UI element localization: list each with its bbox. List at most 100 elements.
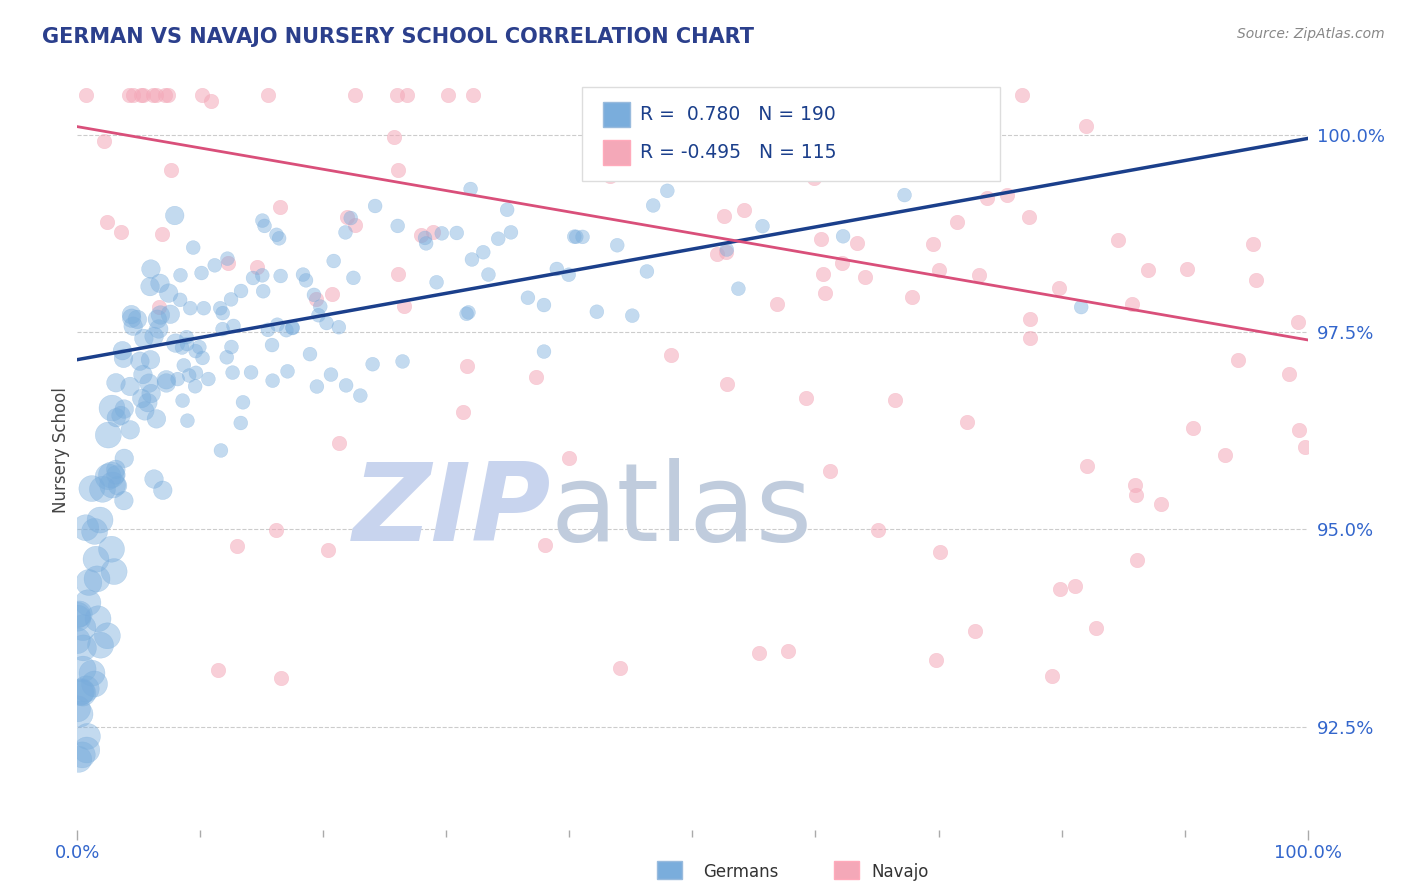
Point — [534, 538, 557, 552]
Point — [832, 229, 855, 244]
Point — [145, 88, 167, 103]
Point — [342, 270, 364, 285]
Point — [80, 482, 103, 496]
Point — [1070, 300, 1092, 314]
Point — [460, 182, 482, 196]
Point — [884, 392, 907, 407]
Point — [143, 329, 166, 343]
Point — [305, 379, 328, 393]
Point — [209, 301, 232, 316]
Point — [946, 215, 969, 229]
Point — [270, 268, 292, 283]
Point — [149, 277, 172, 291]
Point — [66, 702, 89, 716]
Point — [184, 366, 207, 380]
Point — [382, 130, 405, 145]
Point — [516, 291, 538, 305]
Point — [66, 611, 89, 625]
Point — [93, 134, 115, 148]
Point — [585, 304, 607, 318]
Point — [295, 273, 318, 287]
Point — [131, 88, 153, 103]
Point — [599, 169, 621, 184]
Point — [80, 666, 103, 681]
Point — [415, 236, 437, 251]
Point — [969, 268, 991, 282]
Point — [242, 271, 264, 285]
Point — [533, 344, 555, 359]
Point — [246, 260, 269, 274]
Point — [172, 393, 194, 408]
Point — [845, 235, 868, 250]
Point — [148, 322, 170, 336]
Point — [222, 318, 245, 333]
Text: Germans: Germans — [703, 863, 779, 881]
Point — [749, 156, 772, 170]
Point — [266, 318, 288, 332]
Point — [328, 320, 350, 334]
Point — [179, 301, 201, 315]
Point — [1241, 236, 1264, 251]
Point — [169, 268, 191, 283]
Point — [309, 300, 332, 314]
Point — [706, 246, 728, 260]
Point — [472, 245, 495, 260]
Point — [270, 671, 292, 685]
Point — [131, 392, 153, 406]
Point — [1213, 448, 1236, 462]
Point — [766, 297, 789, 311]
Point — [277, 364, 299, 378]
Point — [711, 123, 734, 137]
Point — [571, 230, 593, 244]
Point — [232, 395, 254, 409]
Point — [87, 612, 110, 626]
Point — [1125, 487, 1147, 501]
Point — [1049, 582, 1071, 597]
Point — [456, 359, 478, 373]
Point — [716, 376, 738, 391]
Point — [143, 472, 166, 486]
Point — [1018, 211, 1040, 225]
Point — [66, 608, 89, 623]
Point — [76, 743, 98, 757]
Point — [612, 128, 634, 143]
Point — [319, 368, 342, 382]
Point — [101, 478, 124, 492]
Point — [811, 268, 834, 282]
Point — [1244, 273, 1267, 287]
Point — [96, 629, 118, 643]
Point — [67, 607, 90, 621]
Point — [307, 308, 329, 322]
Point — [169, 293, 191, 307]
Point — [557, 450, 579, 465]
Point — [461, 252, 484, 267]
Point — [1294, 440, 1316, 454]
Point — [778, 644, 800, 658]
Point — [156, 88, 179, 103]
Point — [104, 467, 127, 482]
Point — [155, 88, 177, 103]
Point — [1288, 423, 1310, 437]
Point — [97, 470, 120, 484]
Point — [90, 638, 112, 652]
Point — [361, 357, 384, 371]
Point — [122, 319, 145, 334]
Point — [426, 275, 449, 289]
Point — [157, 286, 180, 301]
Point — [191, 88, 214, 103]
Point — [221, 340, 243, 354]
Point — [657, 184, 679, 198]
Point — [499, 225, 522, 239]
Point — [112, 493, 135, 508]
Text: R = -0.495   N = 115: R = -0.495 N = 115 — [640, 143, 837, 162]
Point — [1277, 368, 1299, 382]
Point — [1011, 88, 1033, 103]
Point — [866, 523, 889, 537]
Point — [546, 262, 568, 277]
Point — [562, 229, 585, 244]
Point — [100, 542, 122, 557]
Point — [209, 443, 232, 458]
Point — [112, 451, 135, 466]
Point — [496, 202, 519, 217]
Point — [1076, 119, 1098, 133]
